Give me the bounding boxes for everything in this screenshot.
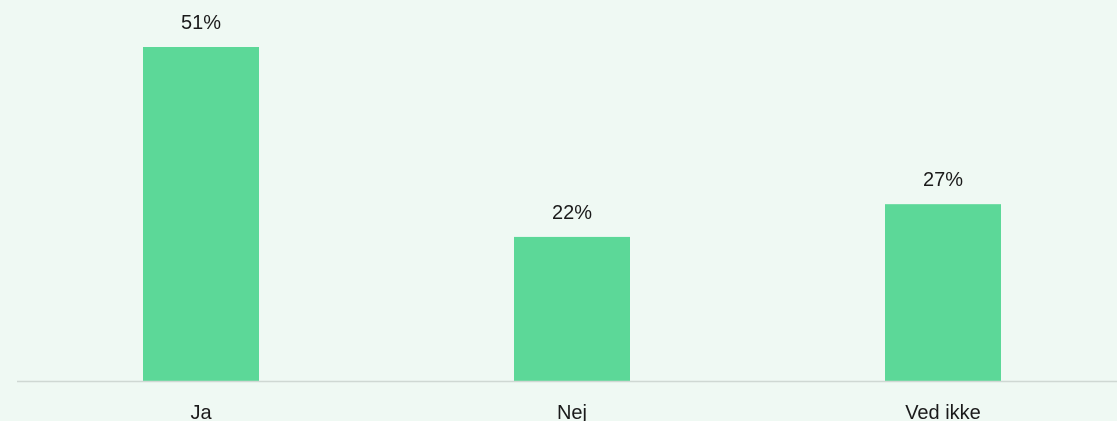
category-labels-group: Ja Nej Ved ikke bbox=[190, 402, 980, 421]
value-label: 27% bbox=[923, 169, 963, 191]
category-label: Ved ikke bbox=[905, 402, 981, 421]
category-label: Nej bbox=[557, 402, 587, 421]
bars-group bbox=[143, 47, 1001, 381]
value-label: 51% bbox=[181, 12, 221, 34]
category-label: Ja bbox=[190, 402, 212, 421]
value-labels-group: 51% 22% 27% bbox=[181, 12, 963, 224]
bar-ja bbox=[143, 47, 259, 381]
bar-ved-ikke bbox=[885, 204, 1001, 381]
value-label: 22% bbox=[552, 202, 592, 224]
bar-nej bbox=[514, 236, 630, 381]
